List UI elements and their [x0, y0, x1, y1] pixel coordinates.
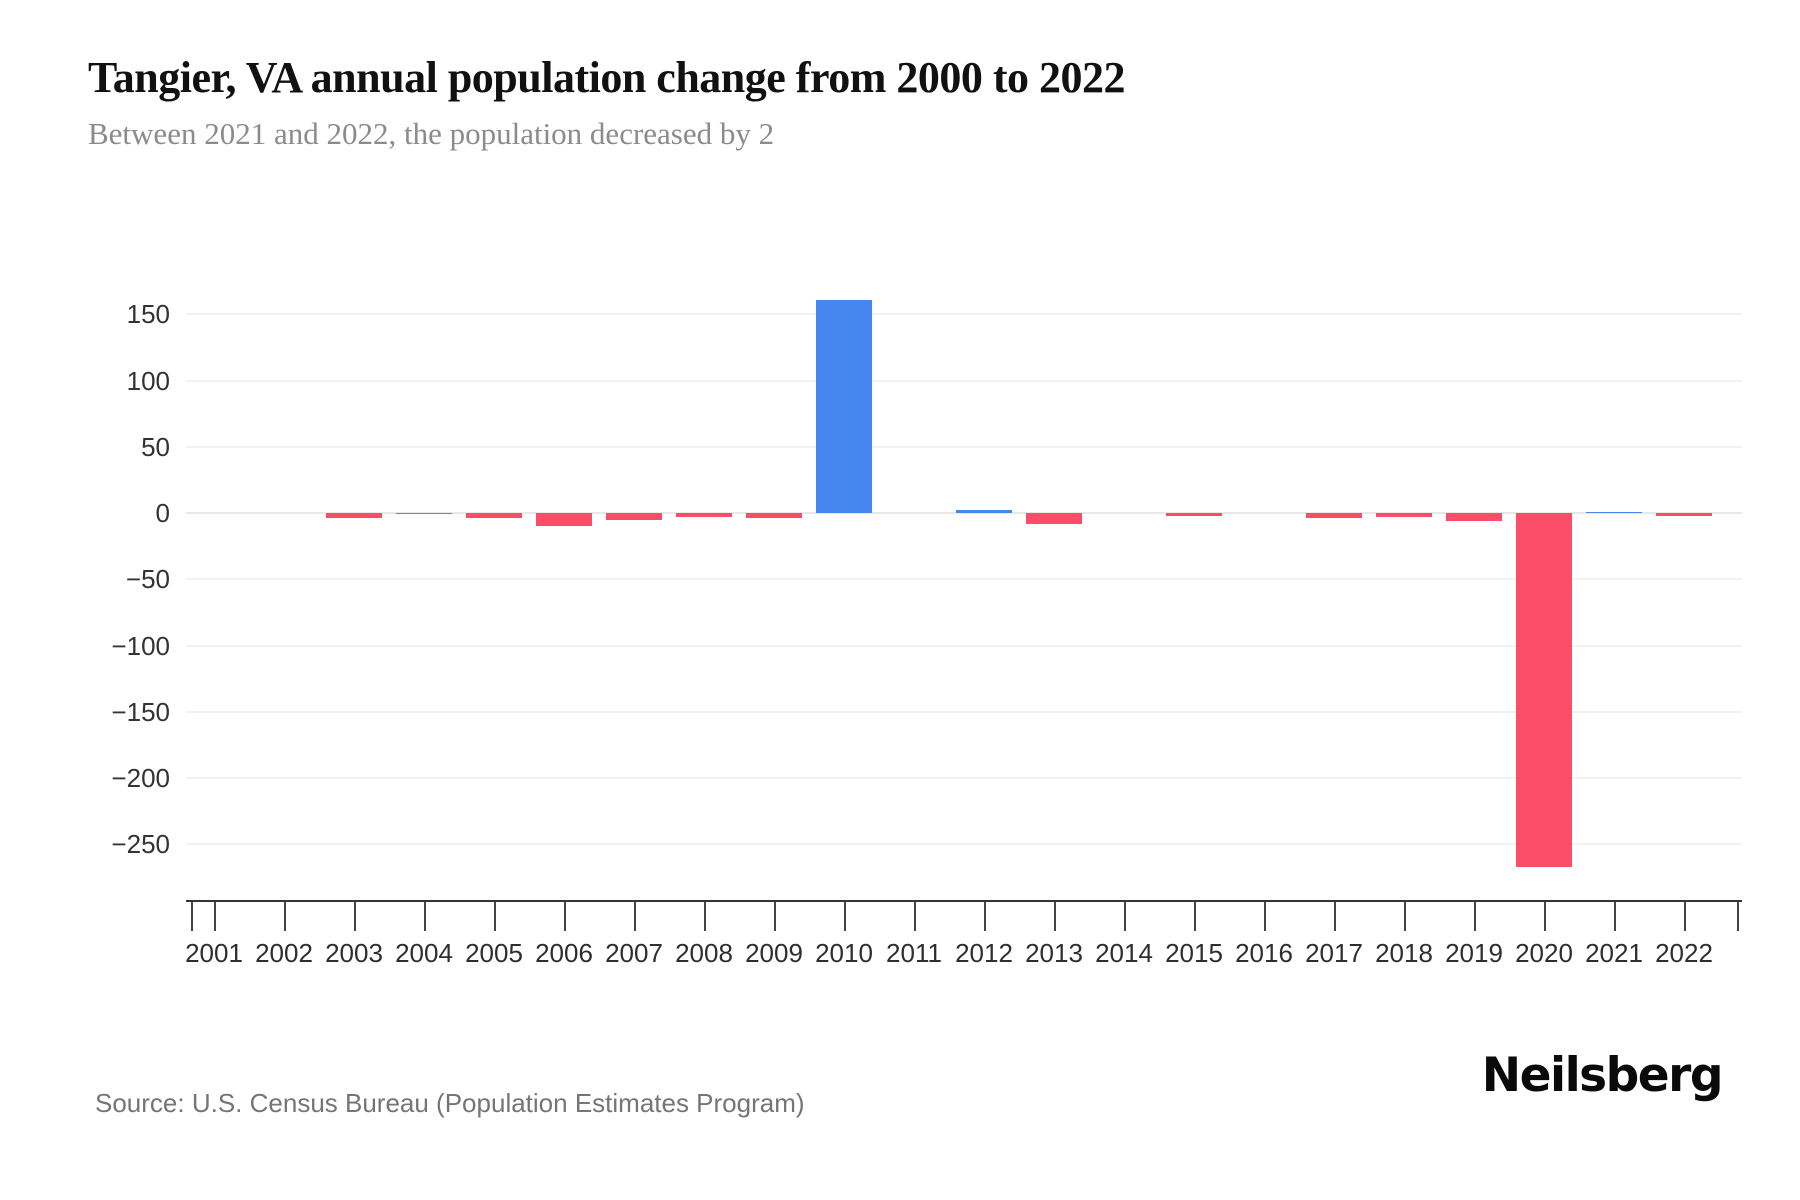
x-axis-tick [354, 902, 356, 931]
y-axis-label: −250 [111, 829, 170, 859]
x-axis-label: 2006 [535, 938, 593, 968]
x-axis-label: 2016 [1235, 938, 1293, 968]
x-axis-tick [191, 902, 193, 931]
x-axis-line [186, 900, 1742, 902]
bar-2003[interactable] [326, 513, 382, 518]
bar-2006[interactable] [536, 513, 592, 526]
x-axis-label: 2020 [1515, 938, 1573, 968]
chart-title: Tangier, VA annual population change fro… [88, 53, 1126, 102]
x-axis-label: 2007 [605, 938, 663, 968]
x-axis-tick [1124, 902, 1126, 931]
gridline-50 [186, 446, 1742, 448]
y-axis-label: 0 [155, 498, 170, 528]
x-axis-tick [1684, 902, 1686, 931]
y-axis-label: 100 [126, 366, 170, 396]
x-axis-label: 2022 [1655, 938, 1713, 968]
bar-2012[interactable] [956, 510, 1012, 513]
x-axis-tick [704, 902, 706, 931]
x-axis-label: 2013 [1025, 938, 1083, 968]
x-axis-tick [1404, 902, 1406, 931]
gridline-150 [186, 313, 1742, 315]
bar-2008[interactable] [676, 513, 732, 517]
x-axis-tick [1334, 902, 1336, 931]
x-axis-label: 2003 [325, 938, 383, 968]
x-axis-label: 2021 [1585, 938, 1643, 968]
x-axis-label: 2011 [886, 938, 942, 968]
chart-subtitle: Between 2021 and 2022, the population de… [88, 116, 775, 151]
bar-2010[interactable] [816, 300, 872, 513]
bar-2013[interactable] [1026, 513, 1082, 524]
x-axis-tick [494, 902, 496, 931]
y-axis-label: −150 [111, 697, 170, 727]
x-axis-label: 2018 [1375, 938, 1433, 968]
y-axis-label: −100 [111, 631, 170, 661]
x-axis-label: 2008 [675, 938, 733, 968]
gridline--150 [186, 711, 1742, 713]
x-axis-label: 2019 [1445, 938, 1503, 968]
y-axis-label: 50 [141, 432, 170, 462]
x-axis-tick [1614, 902, 1616, 931]
y-axis-label: −50 [125, 564, 170, 594]
x-axis-tick [1264, 902, 1266, 931]
bar-2015[interactable] [1166, 513, 1222, 516]
brand-logo: Neilsberg [1481, 1048, 1724, 1103]
x-axis-label: 2009 [745, 938, 803, 968]
x-axis-label: 2017 [1305, 938, 1363, 968]
bar-2018[interactable] [1376, 513, 1432, 517]
gridline-100 [186, 380, 1742, 382]
x-axis-tick [774, 902, 776, 931]
bar-2022[interactable] [1656, 513, 1712, 516]
gridline--250 [186, 843, 1742, 845]
x-axis-tick [1737, 902, 1739, 931]
bar-2009[interactable] [746, 513, 802, 518]
x-axis-tick [284, 902, 286, 931]
x-axis-tick [914, 902, 916, 931]
y-axis-label: −200 [111, 763, 170, 793]
x-axis-tick [1194, 902, 1196, 931]
x-axis-label: 2005 [465, 938, 523, 968]
gridline--50 [186, 578, 1742, 580]
bar-2019[interactable] [1446, 513, 1502, 521]
x-axis-tick [634, 902, 636, 931]
bar-2005[interactable] [466, 513, 522, 518]
x-axis-tick [214, 902, 216, 931]
x-axis-label: 2002 [255, 938, 313, 968]
x-axis-tick [1054, 902, 1056, 931]
x-axis-tick [1474, 902, 1476, 931]
gridline--200 [186, 777, 1742, 779]
gridline--100 [186, 645, 1742, 647]
source-note: Source: U.S. Census Bureau (Population E… [95, 1088, 805, 1118]
x-axis-label: 2001 [185, 938, 243, 968]
bar-2021[interactable] [1586, 512, 1642, 513]
x-axis-tick [844, 902, 846, 931]
x-axis-tick [1544, 902, 1546, 931]
x-axis-tick [564, 902, 566, 931]
x-axis-label: 2012 [955, 938, 1013, 968]
x-axis-label: 2015 [1165, 938, 1223, 968]
bar-2007[interactable] [606, 513, 662, 520]
y-axis-label: 150 [126, 299, 170, 329]
x-axis-label: 2010 [815, 938, 873, 968]
gridline-0 [186, 512, 1742, 514]
x-axis-tick [424, 902, 426, 931]
bar-2020[interactable] [1516, 513, 1572, 867]
x-axis-tick [984, 902, 986, 931]
x-axis-label: 2014 [1095, 938, 1153, 968]
bar-2017[interactable] [1306, 513, 1362, 518]
x-axis-label: 2004 [395, 938, 453, 968]
bar-2004[interactable] [396, 513, 452, 514]
